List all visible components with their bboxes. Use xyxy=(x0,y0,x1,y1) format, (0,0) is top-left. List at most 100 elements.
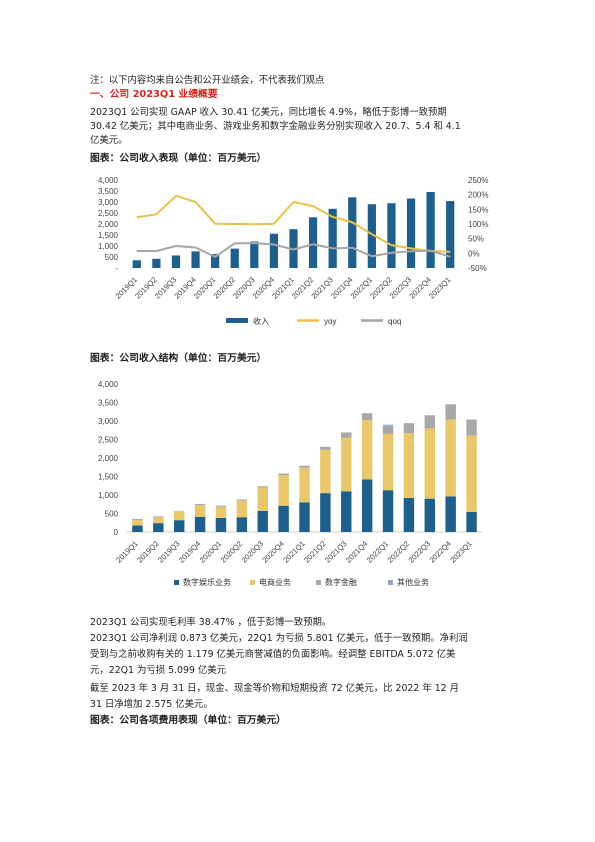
stacked-bar-segment xyxy=(194,516,206,532)
x-tick-label: 2020Q2 xyxy=(212,275,237,300)
revenue-bar xyxy=(171,255,181,268)
stacked-bar-segment xyxy=(278,475,289,506)
para2-line2: 2023Q1 公司净利润 0.873 亿美元，22Q1 为亏损 5.801 亿美… xyxy=(90,633,468,644)
y-left-tick-label: 3,500 xyxy=(98,187,119,196)
y-right-tick-label: -50% xyxy=(468,264,487,273)
stacked-bar-segment xyxy=(424,498,436,532)
x-tick-label: 2020Q3 xyxy=(240,539,265,564)
x-tick-label: 2019Q4 xyxy=(172,275,197,300)
y-left-tick-label: 4,000 xyxy=(98,176,119,185)
stacked-bar-segment xyxy=(320,449,331,494)
revenue-bar xyxy=(250,241,259,268)
stacked-bar-segment xyxy=(424,415,436,416)
para1-line1: 2023Q1 公司实现 GAAP 收入 30.41 亿美元，同比增长 4.9%，… xyxy=(90,107,447,118)
x-tick-label: 2019Q1 xyxy=(114,539,139,564)
legend-label-qoq: qoq xyxy=(388,317,401,326)
para2-line1: 2023Q1 公司实现毛利率 38.47% ，低于彭博一致预期。 xyxy=(90,617,332,628)
stacked-bar-segment xyxy=(341,437,352,492)
x-tick-label: 2019Q3 xyxy=(156,539,181,564)
x-tick-label: 2023Q1 xyxy=(427,275,452,300)
x-tick-label: 2020Q4 xyxy=(251,275,276,300)
stacked-bar-segment xyxy=(361,420,373,480)
x-tick-label: 2019Q2 xyxy=(135,539,160,564)
figure1-title: 图表：公司收入表现（单位：百万美元） xyxy=(90,153,267,164)
legend-swatch xyxy=(250,580,255,585)
x-tick-label: 2022Q2 xyxy=(386,539,411,564)
y-tick-label: 2,500 xyxy=(98,436,119,445)
x-tick-label: 2022Q1 xyxy=(349,275,374,300)
stacked-bar-segment xyxy=(361,413,373,421)
stacked-bar-segment xyxy=(194,504,206,517)
revenue-bar xyxy=(230,248,239,268)
stacked-bar-segment xyxy=(132,525,143,532)
stacked-bar-segment xyxy=(445,419,456,497)
x-tick-label: 2019Q4 xyxy=(177,539,202,564)
stacked-bar-segment xyxy=(153,523,164,532)
y-tick-label: 4,000 xyxy=(98,380,119,389)
x-tick-label: 2021Q4 xyxy=(329,275,354,300)
stacked-bar-segment xyxy=(320,493,331,532)
x-tick-label: 2022Q3 xyxy=(407,539,432,564)
stacked-bar-segment xyxy=(257,510,268,532)
revenue-bar xyxy=(289,229,298,268)
stacked-bar-segment xyxy=(466,435,477,513)
para3-line1: 截至 2023 年 3 月 31 日，现金、现金等价物和短期投资 72 亿美元，… xyxy=(90,683,459,694)
stacked-bar-segment xyxy=(278,505,289,532)
revenue-bar xyxy=(367,204,376,268)
stacked-bar-segment xyxy=(445,404,456,405)
revenue-bar xyxy=(308,217,318,268)
stacked-bar-segment xyxy=(257,486,268,488)
stacked-bar-segment xyxy=(299,502,310,532)
y-right-tick-label: 50% xyxy=(468,235,484,244)
stacked-bar-segment xyxy=(236,499,248,501)
x-tick-label: 2020Q4 xyxy=(260,539,285,564)
stacked-bar-segment xyxy=(236,517,248,532)
x-tick-label: 2021Q1 xyxy=(281,539,306,564)
x-tick-label: 2020Q2 xyxy=(219,539,244,564)
y-left-tick-label: 2,000 xyxy=(98,220,119,229)
revenue-bar xyxy=(152,258,161,268)
x-tick-label: 2020Q1 xyxy=(198,539,223,564)
stacked-bar-segment xyxy=(382,425,394,434)
stacked-bar-segment xyxy=(445,496,456,532)
x-tick-label: 2022Q1 xyxy=(365,539,390,564)
x-tick-label: 2020Q3 xyxy=(231,275,256,300)
stacked-bar-segment xyxy=(278,473,289,476)
revenue-bar xyxy=(211,254,220,268)
stacked-bar-segment xyxy=(215,506,227,507)
revenue-bar xyxy=(191,251,200,268)
y-tick-label: 1,000 xyxy=(98,491,119,500)
revenue-bar xyxy=(406,198,416,268)
stacked-bar-segment xyxy=(236,500,248,518)
legend-label: 数字娱乐业务 xyxy=(183,577,231,587)
legend-label-revenue: 收入 xyxy=(253,316,269,326)
revenue-bar xyxy=(446,201,455,268)
x-tick-label: 2021Q4 xyxy=(344,539,369,564)
stacked-bar-segment xyxy=(466,419,477,436)
y-left-tick-label: 1,500 xyxy=(98,231,119,240)
para2-line4: 元，22Q1 为亏损 5.099 亿美元 xyxy=(90,665,227,676)
x-tick-label: 2021Q3 xyxy=(309,275,334,300)
y-right-tick-label: 100% xyxy=(468,220,488,229)
y-tick-label: 3,500 xyxy=(98,399,119,408)
legend-label: 数字金融 xyxy=(325,577,357,587)
para1-line2: 30.42 亿美元；其中电商业务、游戏业务和数字金融业务分别实现收入 20.7、… xyxy=(90,121,461,132)
figure3-title: 图表：公司各项费用表现（单位：百万美元） xyxy=(90,715,286,726)
stacked-bar-segment xyxy=(341,432,352,438)
revenue-bar xyxy=(132,260,141,268)
legend-swatch xyxy=(174,580,179,585)
para2-line3: 受到与之前收购有关的 1.179 亿美元商誉减值的负面影响。经调整 EBITDA… xyxy=(90,649,456,660)
stacked-bar-segment xyxy=(382,424,394,426)
note-text: 注：以下内容均来自公告和公开业绩会，不代表我们观点 xyxy=(90,75,325,86)
y-tick-label: 500 xyxy=(105,510,119,519)
y-left-tick-label: - xyxy=(115,264,118,273)
stacked-bar-segment xyxy=(382,433,394,491)
revenue-bar xyxy=(426,191,435,268)
stacked-bar-segment xyxy=(341,491,352,532)
figure2-title: 图表：公司收入结构（单位：百万美元） xyxy=(90,353,267,364)
stacked-bar-segment xyxy=(466,512,477,532)
y-right-tick-label: 150% xyxy=(468,205,488,214)
stacked-bar-segment xyxy=(320,446,331,450)
legend-label-yoy: yoy xyxy=(324,317,336,326)
stacked-bar-segment xyxy=(215,505,227,507)
